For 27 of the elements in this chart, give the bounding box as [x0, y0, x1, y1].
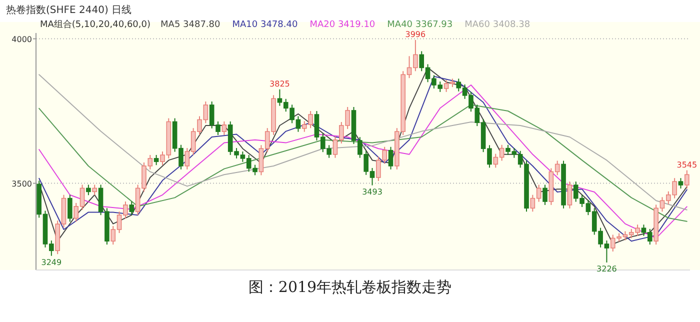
- chart-title: 热卷指数(SHFE 2440) 日线: [6, 4, 132, 16]
- annotation: 3249: [41, 258, 62, 267]
- candlestick: [542, 184, 548, 206]
- candlestick: [678, 178, 684, 189]
- annotation: 3226: [596, 264, 617, 274]
- candlestick: [129, 201, 134, 216]
- candlestick: [68, 194, 72, 222]
- text: MA20 3419.10: [310, 20, 376, 30]
- candlestick: [684, 170, 690, 189]
- text: MA60 3408.38: [464, 20, 530, 30]
- y-tick-label: 3500: [12, 179, 32, 188]
- candlestick: [567, 181, 572, 209]
- candlestick: [92, 184, 98, 196]
- candlestick: [388, 146, 394, 170]
- candlestick: [86, 184, 91, 196]
- annotation: 3825: [270, 79, 290, 88]
- annotation: 3493: [362, 187, 382, 196]
- text: MA10 3478.40: [232, 20, 298, 30]
- y-tick-label: 4000: [12, 34, 32, 44]
- annotation: 3545: [676, 160, 698, 170]
- text: MA5 3487.80: [160, 20, 221, 30]
- candlestick: [222, 120, 227, 136]
- text: 图：2019年热轧卷板指数走势: [248, 278, 452, 296]
- text: MA40 3367.93: [387, 20, 453, 30]
- chart-subtitle: MA组合(5,10,20,40,60,0): [40, 19, 151, 30]
- annotation: 3996: [405, 30, 426, 39]
- candlestick: [154, 154, 159, 166]
